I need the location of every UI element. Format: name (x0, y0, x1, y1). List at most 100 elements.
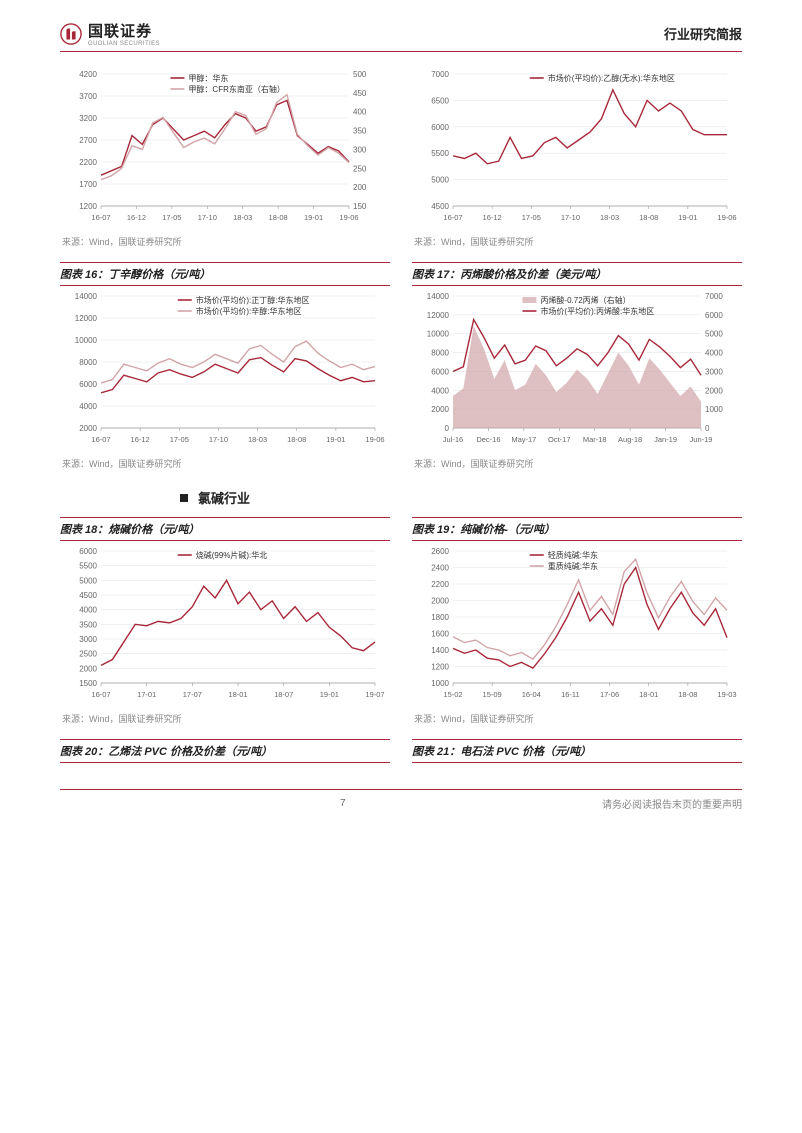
svg-text:5000: 5000 (431, 176, 449, 185)
charts-grid-2: 图表 18：烧碱价格（元/吨） 150020002500300035004000… (60, 517, 742, 765)
svg-text:500: 500 (353, 70, 367, 79)
chart-18: 图表 18：烧碱价格（元/吨） 150020002500300035004000… (60, 517, 390, 725)
svg-text:1600: 1600 (431, 630, 449, 639)
svg-text:6000: 6000 (79, 380, 97, 389)
svg-text:2400: 2400 (431, 564, 449, 573)
chart-source: 来源：Wind，国联证券研究所 (60, 235, 390, 248)
logo-icon (60, 23, 82, 45)
svg-text:轻质纯碱:华东: 轻质纯碱:华东 (548, 550, 598, 560)
svg-text:18-01: 18-01 (639, 690, 658, 699)
svg-text:10000: 10000 (427, 330, 450, 339)
svg-text:250: 250 (353, 164, 367, 173)
chart-title: 图表 19：纯碱价格-（元/吨） (412, 521, 742, 537)
svg-text:1700: 1700 (79, 180, 97, 189)
svg-text:350: 350 (353, 127, 367, 136)
svg-text:2600: 2600 (431, 547, 449, 556)
svg-text:2200: 2200 (79, 158, 97, 167)
footer: 7 请务必阅读报告末页的重要声明 (60, 789, 742, 811)
svg-text:1200: 1200 (79, 202, 97, 211)
chart-title: 图表 16：丁辛醇价格（元/吨） (60, 266, 390, 282)
svg-text:12000: 12000 (427, 311, 450, 320)
svg-text:14000: 14000 (75, 292, 98, 301)
svg-text:3700: 3700 (79, 92, 97, 101)
svg-text:6000: 6000 (79, 547, 97, 556)
chart-source: 来源：Wind，国联证券研究所 (412, 235, 742, 248)
svg-text:2000: 2000 (705, 386, 723, 395)
chart-ethanol: 45005000550060006500700016-0716-1217-051… (412, 66, 742, 248)
chart-21: 图表 21：电石法 PVC 价格（元/吨） (412, 739, 742, 765)
svg-text:16-11: 16-11 (561, 690, 580, 699)
svg-text:17-10: 17-10 (209, 435, 228, 444)
svg-text:7000: 7000 (705, 292, 723, 301)
svg-text:1400: 1400 (431, 646, 449, 655)
svg-text:17-05: 17-05 (162, 213, 181, 222)
svg-text:18-03: 18-03 (248, 435, 267, 444)
svg-text:19-03: 19-03 (717, 690, 736, 699)
chart-20: 图表 20：乙烯法 PVC 价格及价差（元/吨） (60, 739, 390, 765)
svg-text:3000: 3000 (705, 367, 723, 376)
svg-text:18-03: 18-03 (600, 213, 619, 222)
svg-text:市场价(平均价):辛醇:华东地区: 市场价(平均价):辛醇:华东地区 (196, 306, 302, 316)
svg-text:5000: 5000 (79, 576, 97, 585)
svg-text:2000: 2000 (79, 424, 97, 433)
svg-text:May-17: May-17 (511, 435, 536, 444)
svg-text:1800: 1800 (431, 613, 449, 622)
svg-text:12000: 12000 (75, 314, 98, 323)
svg-text:16-12: 16-12 (483, 213, 502, 222)
svg-text:4000: 4000 (705, 349, 723, 358)
logo-text-cn: 国联证券 (88, 20, 160, 41)
svg-text:1200: 1200 (431, 663, 449, 672)
chart-title: 图表 18：烧碱价格（元/吨） (60, 521, 390, 537)
chart-source: 来源：Wind，国联证券研究所 (60, 457, 390, 470)
svg-text:2500: 2500 (79, 650, 97, 659)
svg-text:甲醇：CFR东南亚（右轴）: 甲醇：CFR东南亚（右轴） (188, 84, 284, 94)
chart-source: 来源：Wind，国联证券研究所 (412, 712, 742, 725)
document-type: 行业研究简报 (664, 24, 742, 43)
svg-text:16-12: 16-12 (131, 435, 150, 444)
logo: 国联证券 GUOLIAN SECURITIES (60, 20, 160, 47)
svg-text:19-01: 19-01 (320, 690, 339, 699)
svg-text:4200: 4200 (79, 70, 97, 79)
svg-text:14000: 14000 (427, 292, 450, 301)
svg-text:19-06: 19-06 (717, 213, 736, 222)
svg-text:1000: 1000 (431, 679, 449, 688)
svg-text:6000: 6000 (431, 367, 449, 376)
svg-text:Jan-19: Jan-19 (654, 435, 677, 444)
page-number: 7 (340, 798, 346, 809)
svg-text:17-05: 17-05 (522, 213, 541, 222)
svg-text:Dec-16: Dec-16 (476, 435, 500, 444)
svg-text:16-07: 16-07 (91, 690, 110, 699)
svg-text:18-08: 18-08 (287, 435, 306, 444)
bullet-icon (180, 494, 188, 502)
svg-text:4000: 4000 (79, 606, 97, 615)
svg-text:5500: 5500 (431, 149, 449, 158)
svg-text:丙烯酸-0.72丙烯（右轴）: 丙烯酸-0.72丙烯（右轴） (540, 295, 630, 305)
svg-text:200: 200 (353, 183, 367, 192)
chart-title: 图表 17：丙烯酸价格及价差（美元/吨） (412, 266, 742, 282)
svg-text:19-06: 19-06 (339, 213, 358, 222)
svg-text:Mar-18: Mar-18 (583, 435, 607, 444)
svg-text:0: 0 (705, 424, 710, 433)
svg-text:8000: 8000 (79, 358, 97, 367)
svg-text:18-07: 18-07 (274, 690, 293, 699)
svg-text:17-10: 17-10 (561, 213, 580, 222)
svg-text:17-06: 17-06 (600, 690, 619, 699)
svg-text:19-01: 19-01 (304, 213, 323, 222)
svg-text:2200: 2200 (431, 580, 449, 589)
logo-text-en: GUOLIAN SECURITIES (88, 41, 160, 47)
svg-text:10000: 10000 (75, 336, 98, 345)
svg-text:19-01: 19-01 (678, 213, 697, 222)
svg-text:19-07: 19-07 (365, 690, 384, 699)
svg-text:3200: 3200 (79, 114, 97, 123)
chart-16: 图表 16：丁辛醇价格（元/吨） 20004000600080001000012… (60, 262, 390, 470)
svg-text:5000: 5000 (705, 330, 723, 339)
svg-text:4500: 4500 (79, 591, 97, 600)
svg-text:1500: 1500 (79, 679, 97, 688)
chart-19: 图表 19：纯碱价格-（元/吨） 10001200140016001800200… (412, 517, 742, 725)
chart-methanol: 1200170022002700320037004200150200250300… (60, 66, 390, 248)
svg-text:18-08: 18-08 (269, 213, 288, 222)
chart-source: 来源：Wind，国联证券研究所 (60, 712, 390, 725)
svg-text:400: 400 (353, 108, 367, 117)
section-heading: 氯碱行业 (180, 488, 742, 507)
svg-text:2700: 2700 (79, 136, 97, 145)
